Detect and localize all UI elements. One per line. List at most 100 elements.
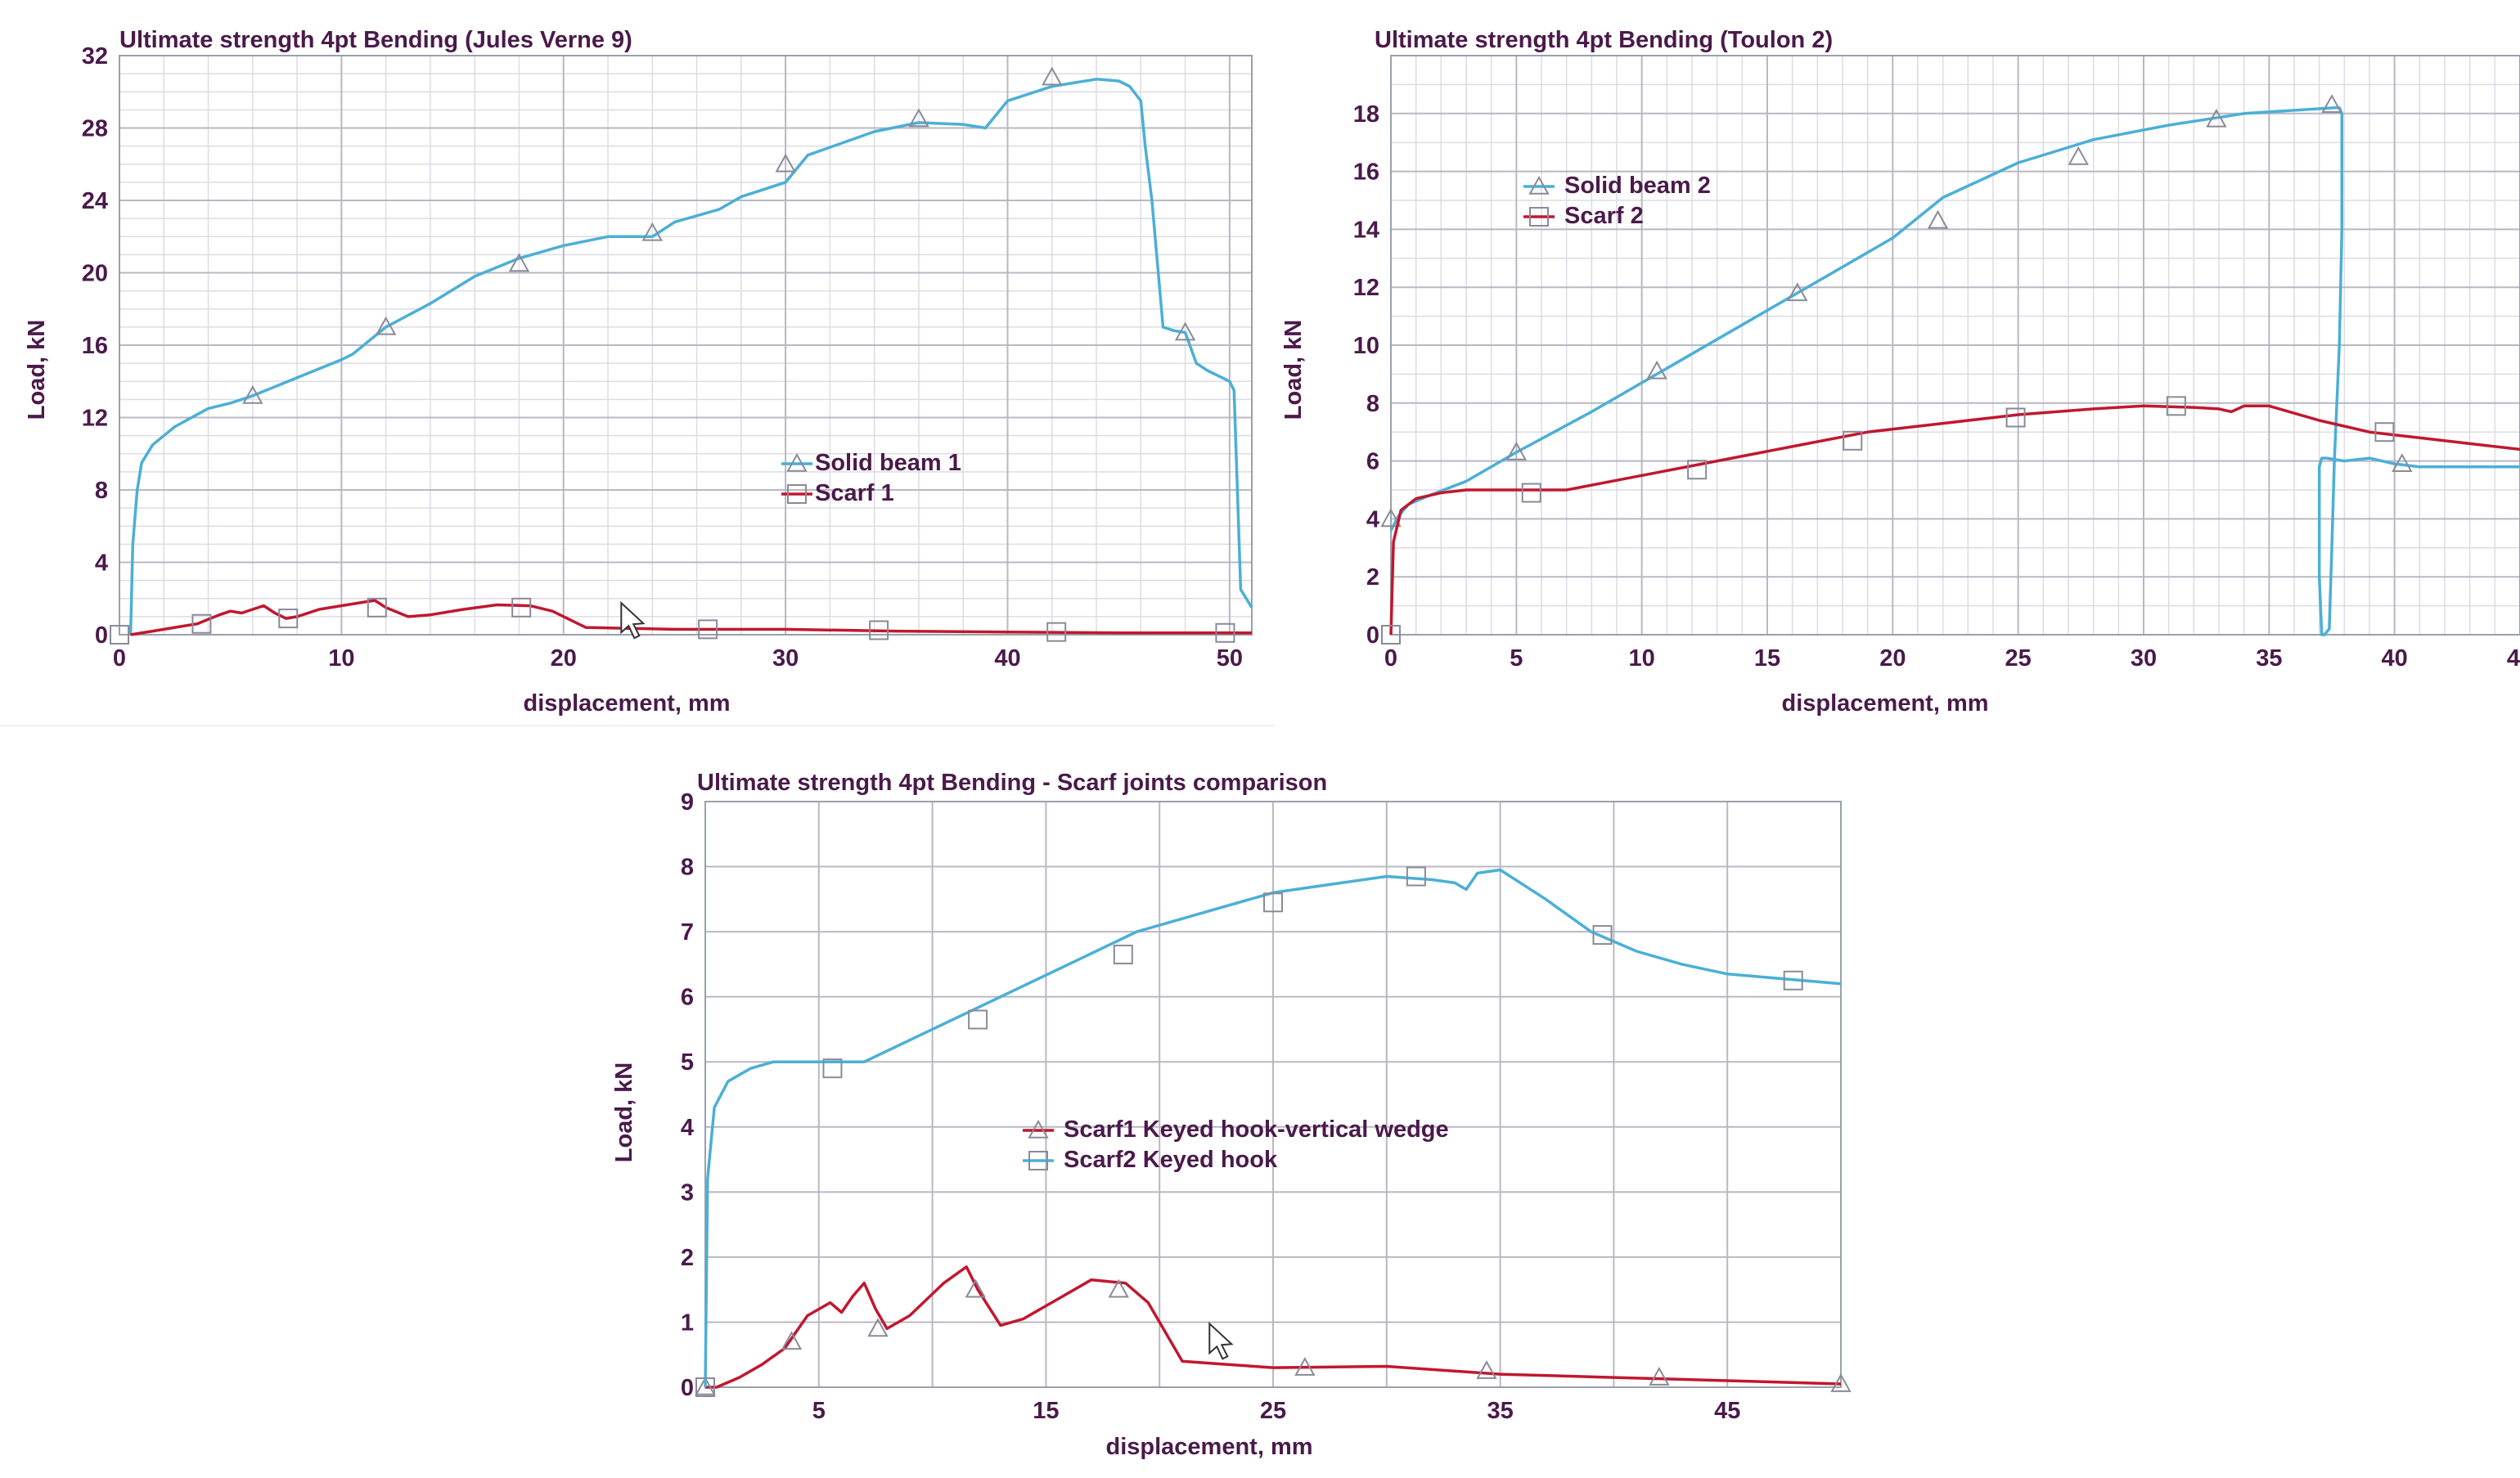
data-point-marker bbox=[1521, 483, 1541, 503]
chart-scarf-comparison: Ultimate strength 4pt Bending - Scarf jo… bbox=[611, 770, 1852, 1460]
data-point-marker bbox=[1505, 441, 1528, 460]
data-point-marker bbox=[1381, 625, 1401, 645]
y-tick-label: 10 bbox=[1353, 333, 1379, 359]
plot-frame bbox=[119, 55, 1253, 636]
y-tick-label: 4 bbox=[1366, 506, 1379, 532]
y-tick-label: 12 bbox=[1353, 275, 1379, 301]
data-point-marker bbox=[1263, 892, 1283, 913]
data-point-marker bbox=[508, 253, 530, 272]
mouse-cursor-icon bbox=[620, 600, 646, 640]
y-tick-label: 32 bbox=[82, 43, 108, 70]
x-tick-label: 5 bbox=[1510, 645, 1523, 672]
x-tick-label: 30 bbox=[772, 645, 799, 672]
y-tick-label: 12 bbox=[82, 406, 108, 432]
data-point-marker bbox=[1476, 1360, 1497, 1379]
legend-label-scarf1: Scarf1 Keyed hook-vertical wedge bbox=[1064, 1116, 1449, 1143]
y-tick-label: 7 bbox=[681, 919, 694, 946]
y-axis-label: Load, kN bbox=[1280, 320, 1307, 420]
x-tick-label: 45 bbox=[2507, 645, 2520, 672]
legend-label-solid-beam-2: Solid beam 2 bbox=[1564, 173, 1711, 199]
y-tick-label: 20 bbox=[82, 261, 108, 287]
series-line bbox=[130, 599, 1252, 636]
data-point-marker bbox=[1592, 925, 1613, 946]
x-tick-label: 20 bbox=[1879, 645, 1906, 672]
y-tick-label: 3 bbox=[681, 1179, 694, 1206]
x-tick-label: 50 bbox=[1217, 645, 1243, 672]
legend-marker bbox=[786, 452, 808, 472]
data-point-marker bbox=[511, 597, 532, 618]
data-point-marker bbox=[1215, 622, 1235, 643]
major-grid bbox=[119, 55, 1252, 636]
y-tick-label: 28 bbox=[82, 116, 108, 142]
y-tick-label: 14 bbox=[1353, 217, 1379, 243]
separator-line bbox=[0, 725, 1275, 726]
data-point-marker bbox=[641, 222, 663, 241]
data-point-marker bbox=[2166, 396, 2186, 416]
data-point-marker bbox=[695, 1376, 716, 1395]
chart-title: Ultimate strength 4pt Bending (Jules Ver… bbox=[119, 27, 632, 53]
y-tick-label: 16 bbox=[82, 333, 108, 359]
data-point-marker bbox=[965, 1278, 987, 1298]
x-tick-label: 20 bbox=[551, 645, 577, 672]
data-point-marker bbox=[2321, 94, 2342, 113]
data-point-marker bbox=[869, 620, 889, 640]
series-scarf1-keyed-hook-vertical-wedge bbox=[695, 1265, 1852, 1395]
x-tick-label: 25 bbox=[2005, 645, 2032, 672]
y-tick-label: 0 bbox=[1366, 622, 1379, 649]
data-point-marker bbox=[1113, 944, 1133, 964]
legend-label-scarf-1: Scarf 1 bbox=[815, 480, 894, 506]
data-point-marker bbox=[822, 1058, 843, 1079]
data-point-marker bbox=[1046, 622, 1067, 642]
mouse-cursor-icon bbox=[1208, 1321, 1234, 1360]
plot-area: 0 10 20 30 40 50 0 4 8 12 16 20 24 28 32 bbox=[82, 43, 1253, 672]
legend-label-solid-beam-1: Solid beam 1 bbox=[815, 450, 961, 476]
legend-marker bbox=[1028, 1119, 1049, 1139]
chart-title: Ultimate strength 4pt Bending (Toulon 2) bbox=[1375, 27, 1833, 53]
legend-marker bbox=[1028, 1151, 1048, 1170]
chart-title: Ultimate strength 4pt Bending - Scarf jo… bbox=[697, 770, 1327, 796]
y-axis-label: Load, kN bbox=[24, 320, 50, 420]
x-tick-label: 15 bbox=[1033, 1398, 1059, 1424]
x-tick-label: 0 bbox=[113, 645, 126, 672]
data-point-marker bbox=[695, 1377, 715, 1397]
series-line bbox=[1389, 106, 2520, 636]
major-grid bbox=[704, 801, 1842, 1388]
plot-frame bbox=[704, 801, 1842, 1388]
legend-swatch-solid-beam-2 bbox=[1523, 175, 1555, 195]
data-point-marker bbox=[2005, 407, 2026, 428]
y-tick-label: 4 bbox=[681, 1115, 694, 1141]
y-tick-label: 2 bbox=[681, 1245, 694, 1271]
x-tick-label: 40 bbox=[994, 645, 1020, 672]
data-point-marker bbox=[2068, 146, 2089, 165]
data-point-marker bbox=[278, 609, 299, 629]
x-tick-label: 35 bbox=[1487, 1398, 1513, 1424]
x-tick-label: 10 bbox=[1629, 645, 1655, 672]
data-point-marker bbox=[908, 108, 929, 128]
data-point-marker bbox=[1783, 970, 1803, 991]
legend: Scarf1 Keyed hook-vertical wedge Scarf2 … bbox=[1023, 1116, 1449, 1173]
legend-marker bbox=[787, 484, 807, 504]
y-axis-label: Load, kN bbox=[611, 1062, 637, 1162]
data-point-marker bbox=[698, 619, 718, 640]
data-point-marker bbox=[1687, 460, 1708, 480]
data-point-marker bbox=[1174, 321, 1196, 341]
x-tick-label: 15 bbox=[1754, 645, 1780, 672]
data-point-marker bbox=[1843, 430, 1863, 451]
legend-marker bbox=[1529, 207, 1549, 227]
data-point-marker bbox=[775, 153, 796, 173]
y-tick-label: 9 bbox=[681, 789, 694, 815]
legend: Solid beam 2 Scarf 2 bbox=[1523, 173, 1711, 229]
data-point-marker bbox=[781, 1331, 803, 1350]
legend-marker bbox=[1528, 175, 1550, 195]
x-tick-label: 0 bbox=[1384, 645, 1397, 672]
legend-swatch-solid-beam-1 bbox=[781, 452, 812, 472]
data-point-marker bbox=[1649, 1367, 1670, 1386]
y-tick-label: 1 bbox=[681, 1310, 694, 1336]
chart-jules-verne-9: Ultimate strength 4pt Bending (Jules Ver… bbox=[24, 27, 1253, 717]
y-tick-label: 6 bbox=[1366, 449, 1379, 475]
legend-swatch-scarf-1 bbox=[781, 484, 812, 504]
data-point-marker bbox=[1380, 508, 1402, 528]
data-point-marker bbox=[367, 597, 387, 618]
x-tick-label: 5 bbox=[812, 1398, 826, 1424]
